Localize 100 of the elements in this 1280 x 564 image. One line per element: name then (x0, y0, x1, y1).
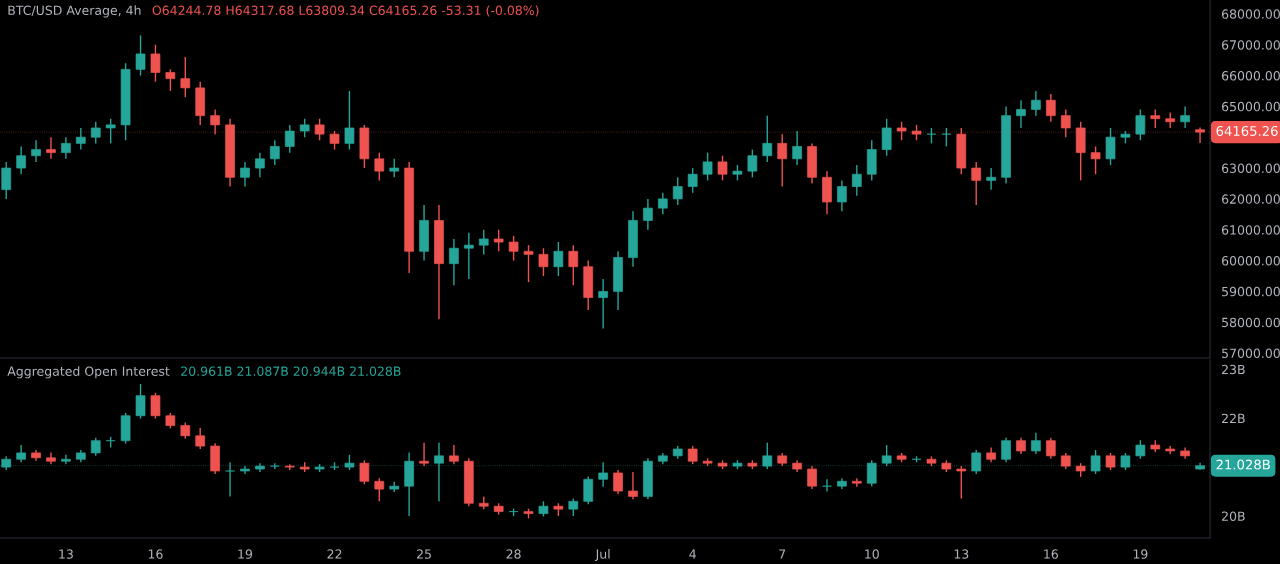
candlestick (1150, 108, 1161, 129)
x-tick-label: 16 (148, 549, 163, 559)
candlestick (672, 176, 683, 206)
candlestick (105, 118, 116, 145)
x-tick-label: 13 (59, 549, 73, 559)
y-tick-label: 59000.00 (1222, 286, 1280, 297)
candlestick (1090, 145, 1101, 175)
candlestick (852, 164, 862, 197)
y-tick-label: 66000.00 (1221, 71, 1280, 81)
candlestick (1046, 437, 1056, 460)
candlestick (225, 461, 235, 498)
candlestick (270, 139, 280, 166)
candlestick (240, 161, 250, 188)
candlestick (598, 278, 608, 330)
chart-title: Aggregated Open Interest (7, 366, 170, 379)
candlestick (374, 477, 385, 503)
x-tick-label: Jul (594, 549, 610, 562)
candlestick (1001, 437, 1011, 463)
candlestick (866, 459, 877, 487)
candlestick (538, 247, 549, 277)
y-tick-label: 60000.00 (1221, 256, 1280, 266)
y-tick-label: 58000.00 (1222, 317, 1280, 328)
candlestick (419, 441, 429, 467)
candlestick (583, 475, 594, 505)
y-tick-label: 22B (1222, 413, 1245, 423)
candlestick (553, 241, 564, 277)
candlestick (61, 136, 71, 160)
candlestick (628, 471, 638, 501)
candlestick (359, 459, 370, 485)
y-tick-label: 61000.00 (1221, 225, 1280, 235)
candlestick (1, 161, 12, 200)
candlestick (1046, 93, 1056, 123)
candlestick (1105, 127, 1116, 166)
candlestick (598, 461, 608, 488)
x-tick-label: 28 (506, 549, 521, 559)
candlestick (449, 238, 459, 286)
candlestick (613, 469, 623, 495)
candlestick (135, 34, 146, 77)
y-tick-label: 68000.00 (1221, 9, 1280, 19)
candlestick (31, 139, 41, 163)
candlestick (687, 445, 698, 465)
candlestick (464, 232, 474, 280)
candlestick (1031, 432, 1041, 455)
candlestick (16, 145, 26, 175)
candlestick (46, 136, 56, 160)
candlestick (852, 477, 862, 488)
candlestick (434, 441, 444, 503)
candlestick (523, 244, 534, 283)
candlestick (1135, 439, 1146, 460)
candlestick (284, 124, 295, 154)
candlestick (687, 167, 698, 194)
candlestick (90, 121, 101, 145)
candlestick (777, 133, 788, 188)
candlestick (837, 179, 847, 212)
candlestick (1031, 90, 1041, 117)
candlestick (643, 198, 653, 231)
candlestick (568, 244, 579, 286)
y-tick-label: 62000.00 (1221, 194, 1280, 204)
x-tick-label: 13 (954, 549, 969, 559)
candlestick (941, 127, 952, 148)
candlestick (449, 444, 459, 465)
candlestick (1060, 108, 1071, 138)
y-tick-label: 57000.00 (1222, 348, 1280, 358)
candlestick (76, 127, 86, 151)
candlestick (135, 383, 146, 420)
candlestick (374, 151, 385, 182)
candlestick (881, 444, 892, 467)
candlestick (956, 465, 967, 500)
y-tick-label: 65000.00 (1221, 101, 1280, 112)
candlestick (150, 392, 161, 420)
candlestick (1016, 99, 1026, 129)
candlestick (493, 229, 504, 253)
candlestick (762, 441, 773, 470)
candlestick (792, 130, 802, 166)
candlestick (180, 56, 191, 98)
candlestick (329, 130, 340, 151)
x-tick-label: 22 (327, 549, 342, 559)
candlestick (314, 118, 325, 141)
candlestick (1195, 126, 1205, 144)
x-tick-label: 7 (779, 549, 786, 559)
candlestick (344, 90, 355, 151)
ref-line-label: 21.028B (1216, 459, 1270, 470)
candlestick (255, 151, 265, 178)
candlestick (658, 192, 668, 216)
annotation: 20.961B 21.087B 20.944B 21.028B (181, 366, 401, 376)
annotation: O64244.78 H64317.68 L63809.34 C64165.26 -53.31 (-0.08%) (152, 5, 539, 17)
x-tick-label: 4 (689, 549, 696, 559)
y-tick-label: 63000.00 (1221, 163, 1280, 173)
x-tick-label: 25 (417, 549, 431, 559)
candlestick (971, 449, 982, 475)
candlestick (210, 108, 220, 135)
candlestick (717, 155, 728, 182)
x-tick-label: 10 (865, 549, 879, 559)
candlestick (896, 121, 907, 141)
candlestick (702, 151, 713, 182)
candlestick (1180, 105, 1190, 129)
candlestick (986, 167, 996, 191)
candlestick (61, 454, 71, 465)
candlestick (90, 437, 101, 457)
candlestick (971, 161, 982, 206)
